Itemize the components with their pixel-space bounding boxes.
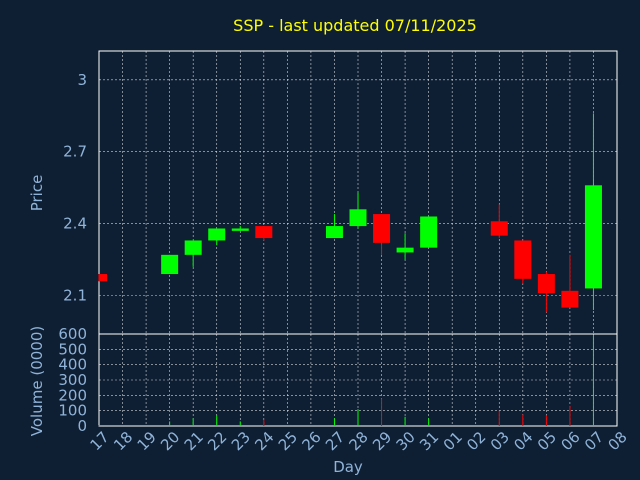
price-tick-label: 2.1 xyxy=(63,287,87,305)
day-tick-label: 30 xyxy=(393,428,419,454)
chart-title: SSP - last updated 07/11/2025 xyxy=(233,16,477,35)
candle-body-31 xyxy=(420,216,438,248)
candle-body-21 xyxy=(184,240,202,255)
day-tick-label: 25 xyxy=(275,428,301,454)
day-tick-label: 03 xyxy=(487,428,513,454)
day-tick-label: 19 xyxy=(134,428,160,454)
volume-axis-label: Volume (0000) xyxy=(28,326,46,436)
candle-body-05 xyxy=(537,274,555,294)
day-tick-label: 31 xyxy=(416,428,442,454)
price-tick-label: 3 xyxy=(77,71,87,89)
candle-body-30 xyxy=(396,247,414,253)
day-tick-label: 23 xyxy=(228,428,254,454)
day-axis-label: Day xyxy=(333,458,363,476)
volume-tick-label: 300 xyxy=(58,371,87,389)
candle-body-03 xyxy=(490,221,508,236)
day-tick-label: 24 xyxy=(251,428,277,454)
volume-tick-label: 0 xyxy=(77,417,87,435)
day-tick-label: 28 xyxy=(346,428,372,454)
price-panel: 2.1 2.4 2.7 3 xyxy=(63,50,618,335)
day-tick-label: 20 xyxy=(157,428,183,454)
candle-body-28 xyxy=(349,209,367,227)
day-tick-label: 29 xyxy=(369,428,395,454)
candle-body-24 xyxy=(255,226,273,239)
day-tick-label: 07 xyxy=(581,428,607,454)
day-tick-label: 05 xyxy=(534,428,560,454)
candle-body-04 xyxy=(514,240,532,279)
candle-body-29 xyxy=(373,214,391,243)
day-tick-label: 22 xyxy=(204,428,230,454)
candle-body-20 xyxy=(161,254,179,275)
day-tick-label: 02 xyxy=(463,428,489,454)
volume-panel: 0100200300400500600171819202122232425262… xyxy=(58,325,630,454)
price-tick-label: 2.7 xyxy=(63,143,87,161)
volume-tick-label: 400 xyxy=(58,356,87,374)
day-tick-label: 08 xyxy=(605,428,631,454)
day-tick-label: 01 xyxy=(440,428,466,454)
volume-tick-label: 100 xyxy=(58,402,87,420)
candle-body-22 xyxy=(208,228,226,241)
candle-body-27 xyxy=(325,226,343,239)
price-tick-label: 2.4 xyxy=(63,215,87,233)
candle-body-07 xyxy=(584,185,602,289)
day-tick-label: 26 xyxy=(298,428,324,454)
day-tick-label: 18 xyxy=(110,428,136,454)
day-tick-label: 27 xyxy=(322,428,348,454)
volume-tick-label: 500 xyxy=(58,340,87,358)
volume-tick-label: 600 xyxy=(58,325,87,343)
candle-body-17 xyxy=(99,274,107,282)
day-tick-label: 17 xyxy=(87,428,113,454)
day-tick-label: 21 xyxy=(181,428,207,454)
candle-body-06 xyxy=(561,290,579,308)
candle-body-23 xyxy=(231,228,249,231)
volume-tick-label: 200 xyxy=(58,386,87,404)
day-tick-label: 06 xyxy=(557,428,583,454)
price-axis-label: Price xyxy=(28,175,46,212)
day-tick-label: 04 xyxy=(510,428,536,454)
